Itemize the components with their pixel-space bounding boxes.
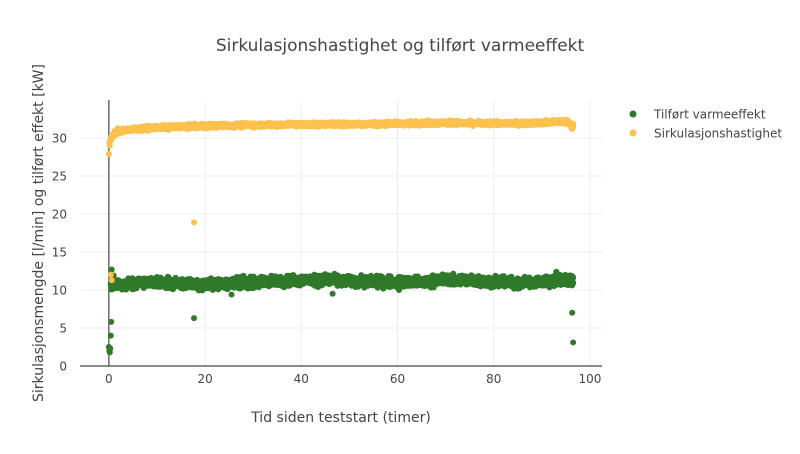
y-tick-label: 10 <box>52 284 67 298</box>
y-tick-label: 0 <box>59 360 67 374</box>
data-point-outlier <box>570 339 576 345</box>
y-tick-label: 15 <box>52 246 67 260</box>
x-tick-label: 0 <box>105 372 113 386</box>
series-0 <box>106 266 576 355</box>
data-point-outlier <box>109 266 115 272</box>
y-tick-label: 20 <box>52 208 67 222</box>
y-tick-label: 5 <box>59 322 67 336</box>
y-tick-label: 30 <box>52 132 67 146</box>
x-tick-label: 20 <box>197 372 212 386</box>
x-tick-label: 100 <box>579 372 602 386</box>
data-point-outlier <box>330 291 336 297</box>
chart-title: Sirkulasjonshastighet og tilført varmeef… <box>216 36 585 56</box>
data-point-outlier <box>396 287 402 293</box>
x-tick-label: 60 <box>390 372 405 386</box>
data-point-outlier <box>107 346 113 352</box>
data-series <box>106 117 576 356</box>
data-point-outlier <box>569 310 575 316</box>
data-point-outlier <box>108 319 114 325</box>
data-point <box>570 280 576 286</box>
data-point-outlier <box>191 315 197 321</box>
data-point-outlier <box>229 292 235 298</box>
data-point-outlier <box>108 333 114 339</box>
grid <box>80 100 602 366</box>
series-1 <box>106 117 576 283</box>
data-point <box>570 274 576 280</box>
y-tick-label: 25 <box>52 170 67 184</box>
x-tick-label: 80 <box>486 372 501 386</box>
axes: 0 5 10 15 20 25 30 0 20 40 60 80 100 <box>52 100 602 386</box>
data-point-outlier <box>553 269 559 275</box>
x-tick-label: 40 <box>294 372 309 386</box>
